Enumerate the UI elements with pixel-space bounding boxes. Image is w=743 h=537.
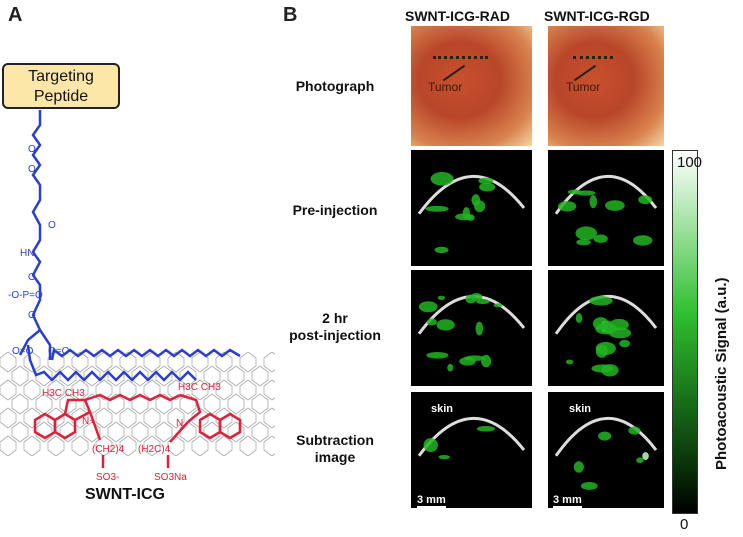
skin-surface — [554, 416, 658, 457]
signal-blob — [425, 205, 449, 212]
signal-blob — [557, 201, 577, 212]
signal-blob — [580, 482, 598, 490]
targeting-peptide-box: Targeting Peptide — [2, 63, 120, 109]
signal-blob — [565, 359, 574, 365]
signal-blob — [632, 235, 653, 246]
tumor-arrow — [442, 64, 466, 82]
colorbar-title: Photoacoustic Signal (a.u.) — [713, 277, 730, 470]
peg-linker — [18, 110, 241, 382]
signal-blob — [455, 213, 474, 221]
signal-blob — [601, 364, 619, 377]
chem-o4: O — [28, 272, 36, 283]
compound-label: SWNT-ICG — [85, 486, 165, 503]
chem-n-plus: N+ — [82, 416, 95, 427]
colorbar — [672, 150, 698, 514]
chem-h2c-4: (H2C)4 — [138, 444, 171, 455]
chem-hn: HN — [20, 248, 34, 259]
signal-blob — [464, 355, 486, 361]
signal-blob — [589, 194, 597, 209]
chem-o3: O — [48, 220, 56, 231]
tumor-dotted-line — [573, 56, 613, 59]
colorbar-min: 0 — [680, 516, 689, 533]
chem-o1: O — [28, 144, 36, 155]
signal-blob — [575, 226, 597, 241]
chem-phos: -O-P=O — [8, 290, 43, 301]
tumor-label: Tumor — [566, 80, 601, 94]
signal-blob — [638, 195, 653, 205]
chem-ch2-4: (CH2)4 — [92, 444, 125, 455]
signal-blob — [423, 438, 438, 452]
signal-blob — [593, 234, 608, 243]
pa-image-tile — [548, 392, 664, 508]
signal-blob — [576, 190, 596, 196]
colorbar-max: 100 — [677, 154, 703, 171]
signal-blob — [434, 246, 449, 254]
nanotube-lattice — [0, 351, 275, 457]
chem-o6: O — [28, 310, 36, 321]
row-label-photograph: Photograph — [295, 78, 375, 94]
chem-h3c-ch3-right: H3C CH3 — [178, 382, 221, 393]
row-label-subtraction: Subtraction image — [296, 432, 374, 465]
row-label-pre-injection: Pre-injection — [292, 202, 378, 218]
signal-blob — [478, 177, 494, 184]
signal-blob — [573, 461, 584, 473]
swnt-icg-structure: O O O HN O -O-P=O O O=O O=O H3C CH3 H3C … — [0, 110, 275, 483]
photo-rad: Tumor — [411, 26, 532, 146]
signal-blob — [426, 318, 437, 326]
signal-blob — [605, 200, 625, 211]
chem-ester2: O=O — [48, 346, 70, 357]
row-label-post-injection: 2 hr post-injection — [289, 310, 381, 343]
peptide-label-line2: Peptide — [33, 88, 89, 105]
signal-blob — [465, 294, 477, 304]
signal-blob — [437, 295, 446, 300]
signal-blob — [619, 339, 631, 348]
skin-label-rad: skin — [431, 403, 454, 415]
pa-image-tile — [411, 270, 532, 386]
tumor-label: Tumor — [428, 80, 463, 94]
signal-blob — [636, 457, 644, 464]
tumor-arrow — [573, 64, 597, 82]
skin-surface — [554, 174, 658, 215]
chem-ester1: O=O — [12, 346, 34, 357]
signal-blob — [430, 171, 454, 186]
chem-h3c-ch3-left: H3C CH3 — [42, 388, 85, 399]
panel-a-letter: A — [8, 4, 23, 26]
signal-blob — [447, 363, 454, 372]
signal-blob — [476, 299, 490, 305]
peptide-label-line1: Targeting — [28, 68, 94, 85]
photoacoustic-images — [411, 150, 664, 508]
signal-blob — [436, 319, 455, 331]
signal-blob — [598, 431, 612, 441]
photo-rgd: Tumor — [548, 26, 664, 146]
chem-o2: O — [28, 164, 36, 175]
scale-bar-rgd: 3 mm — [553, 494, 582, 508]
chem-n: N — [176, 418, 183, 429]
signal-blob — [426, 351, 449, 359]
column-title-rgd: SWNT-ICG-RGD — [544, 8, 650, 24]
signal-blob — [471, 194, 481, 206]
signal-blob — [575, 313, 583, 324]
icg-dye — [33, 393, 242, 468]
signal-blob — [576, 239, 591, 246]
signal-blob — [493, 303, 503, 308]
signal-blob — [628, 426, 641, 435]
skin-surface — [417, 174, 526, 215]
tumor-dotted-line — [433, 56, 488, 59]
signal-blob — [642, 452, 649, 461]
signal-blob — [595, 341, 616, 355]
signal-blob — [479, 182, 496, 192]
skin-label-rgd: skin — [569, 403, 592, 415]
chem-so3na: SO3Na — [154, 472, 187, 483]
column-title-rad: SWNT-ICG-RAD — [405, 8, 510, 24]
signal-blob — [595, 323, 618, 335]
signal-blob — [476, 425, 496, 432]
panel-b-letter: B — [283, 4, 298, 26]
signal-blob — [589, 295, 613, 306]
signal-blob — [438, 454, 451, 460]
signal-blob — [475, 321, 484, 336]
signal-blob — [418, 301, 438, 313]
chem-so3-minus: SO3- — [96, 472, 119, 483]
scale-bar-rad: 3 mm — [417, 494, 446, 508]
